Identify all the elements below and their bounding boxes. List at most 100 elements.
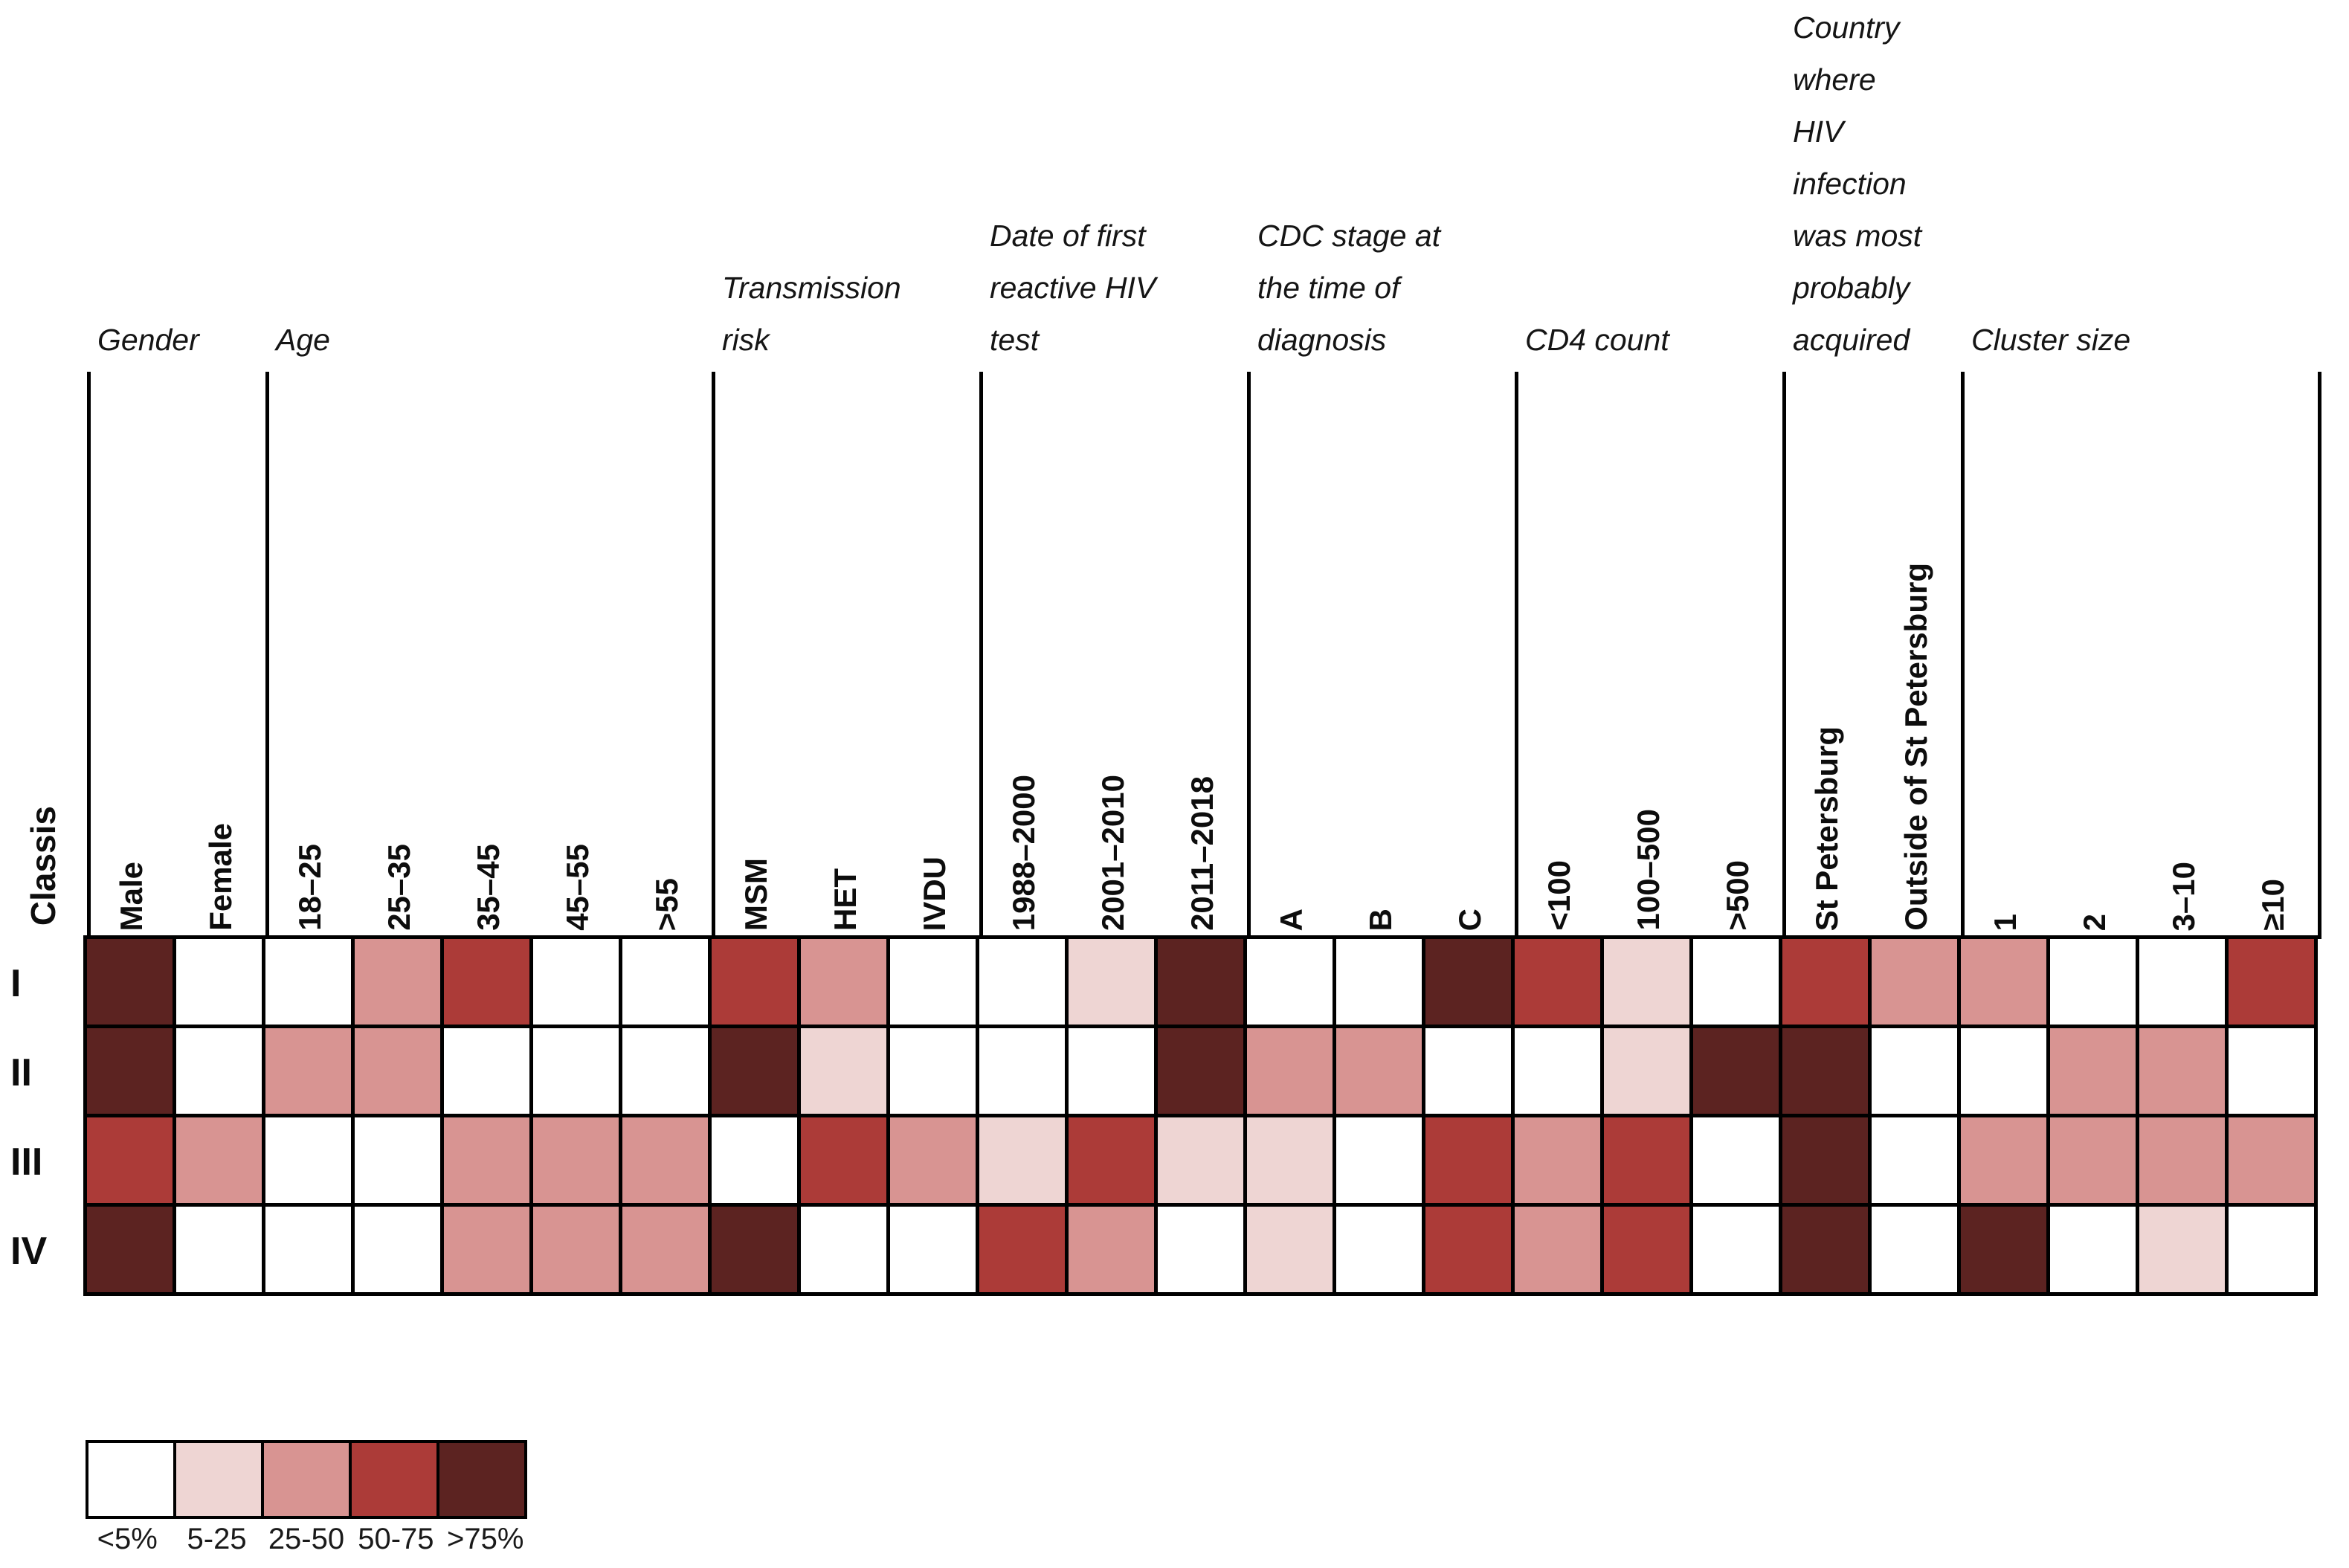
column-label-text: St Petersburg [1809,726,1844,931]
group-line-6 [1782,372,1786,939]
column-label-19: St Petersburg [1782,372,1872,931]
heatmap-cell-r0-c6 [622,939,708,1025]
group-line-0 [87,372,91,939]
row-label-III: III [10,1140,43,1184]
heatmap-cell-r2-c2 [265,1117,351,1203]
column-label-13: A [1247,372,1336,931]
heatmap-cell-r1-c9 [890,1028,976,1114]
heatmap-cell-r1-c10 [979,1028,1065,1114]
heatmap-cell-r1-c4 [444,1028,529,1114]
corner-label-text: Classis [24,805,62,926]
heatmap-cell-r2-c24 [2229,1117,2314,1203]
column-label-text: B [1363,908,1398,931]
column-label-21: 1 [1961,372,2050,931]
heatmap-cell-r0-c22 [2050,939,2136,1025]
row-label-IV: IV [10,1230,48,1273]
heatmap-cell-r2-c17 [1604,1117,1689,1203]
heatmap-cell-r3-c16 [1515,1207,1600,1292]
heatmap-cell-r2-c13 [1247,1117,1333,1203]
heatmap-cell-r1-c16 [1515,1028,1600,1114]
column-label-text: IVDU [917,856,952,931]
column-label-7: MSM [712,372,801,931]
column-label-23: 3–10 [2139,372,2229,931]
legend-label-3: 50-75 [358,1523,434,1555]
heatmap-cell-r3-c18 [1693,1207,1779,1292]
heatmap-cell-r3-c8 [801,1207,886,1292]
group-title-7: Cluster size [1971,323,2131,357]
column-label-text: 35–45 [471,844,506,931]
heatmap-cell-r2-c20 [1872,1117,1957,1203]
column-label-text: Male [114,861,149,931]
column-label-text: Female [203,823,238,931]
heatmap-cell-r3-c1 [176,1207,262,1292]
column-label-14: B [1336,372,1425,931]
heatmap-cell-r1-c3 [355,1028,440,1114]
column-label-text: Outside of St Petersburg [1898,563,1933,931]
heatmap-cell-r2-c18 [1693,1117,1779,1203]
heatmap-cell-r1-c11 [1069,1028,1154,1114]
column-label-text: 3–10 [2166,861,2201,931]
column-label-17: 100–500 [1604,372,1693,931]
column-label-12: 2011–2018 [1158,372,1247,931]
column-label-1: Female [176,372,265,931]
heatmap-cell-r2-c19 [1782,1117,1868,1203]
heatmap-cell-r1-c12 [1158,1028,1243,1114]
heatmap-cell-r0-c8 [801,939,886,1025]
legend-swatch-4 [439,1443,524,1516]
column-label-15: C [1425,372,1515,931]
legend-label-0: <5% [97,1523,158,1555]
group-title-2: Transmission risk [722,271,901,357]
legend-label-2: 25-50 [268,1523,345,1555]
heatmap-cell-r0-c5 [533,939,619,1025]
heatmap-cell-r3-c12 [1158,1207,1243,1292]
heatmap-cell-r1-c5 [533,1028,619,1114]
legend-swatch-0 [88,1443,173,1516]
heatmap-cell-r0-c16 [1515,939,1600,1025]
column-label-text: 25–35 [381,844,416,931]
column-label-2: 18–25 [265,372,355,931]
heatmap-cell-r3-c20 [1872,1207,1957,1292]
column-label-text: 45–55 [560,844,595,931]
heatmap-cell-r3-c19 [1782,1207,1868,1292]
column-label-text: MSM [738,858,773,931]
heatmap-grid [83,935,2318,1296]
column-label-text: 100–500 [1631,809,1666,931]
column-label-9: IVDU [890,372,979,931]
group-line-1 [265,372,269,939]
heatmap-cell-r2-c4 [444,1117,529,1203]
heatmap-cell-r2-c6 [622,1117,708,1203]
column-label-11: 2001–2010 [1069,372,1158,931]
heatmap-cell-r0-c17 [1604,939,1689,1025]
column-label-text: 18–25 [292,844,327,931]
heatmap-cell-r2-c23 [2139,1117,2225,1203]
column-label-18: >500 [1693,372,1782,931]
column-label-text: 2011–2018 [1185,776,1219,931]
heatmap-cell-r2-c14 [1336,1117,1422,1203]
column-label-6: >55 [622,372,712,931]
heatmap-cell-r0-c20 [1872,939,1957,1025]
heatmap-cell-r1-c22 [2050,1028,2136,1114]
heatmap-cell-r1-c6 [622,1028,708,1114]
heatmap-cell-r2-c9 [890,1117,976,1203]
column-label-text: ≥10 [2255,879,2290,931]
heatmap-cell-r2-c21 [1961,1117,2046,1203]
heatmap-cell-r3-c9 [890,1207,976,1292]
heatmap-cell-r3-c3 [355,1207,440,1292]
heatmap-cell-r0-c0 [87,939,173,1025]
column-label-text: <100 [1541,860,1576,931]
legend-label-4: >75% [447,1523,524,1555]
heatmap-cell-r1-c19 [1782,1028,1868,1114]
column-label-8: HET [801,372,890,931]
column-label-0: Male [87,372,176,931]
heatmap-cell-r0-c19 [1782,939,1868,1025]
legend-labels: <5% 5-25 25-50 50-75 >75% [83,1523,530,1556]
heatmap-cell-r1-c2 [265,1028,351,1114]
heatmap-cell-r2-c16 [1515,1117,1600,1203]
heatmap-cell-r1-c20 [1872,1028,1957,1114]
heatmap-cell-r2-c5 [533,1117,619,1203]
heatmap-cell-r2-c15 [1425,1117,1511,1203]
column-label-16: <100 [1515,372,1604,931]
heatmap-cell-r1-c15 [1425,1028,1511,1114]
heatmap-cell-r1-c14 [1336,1028,1422,1114]
